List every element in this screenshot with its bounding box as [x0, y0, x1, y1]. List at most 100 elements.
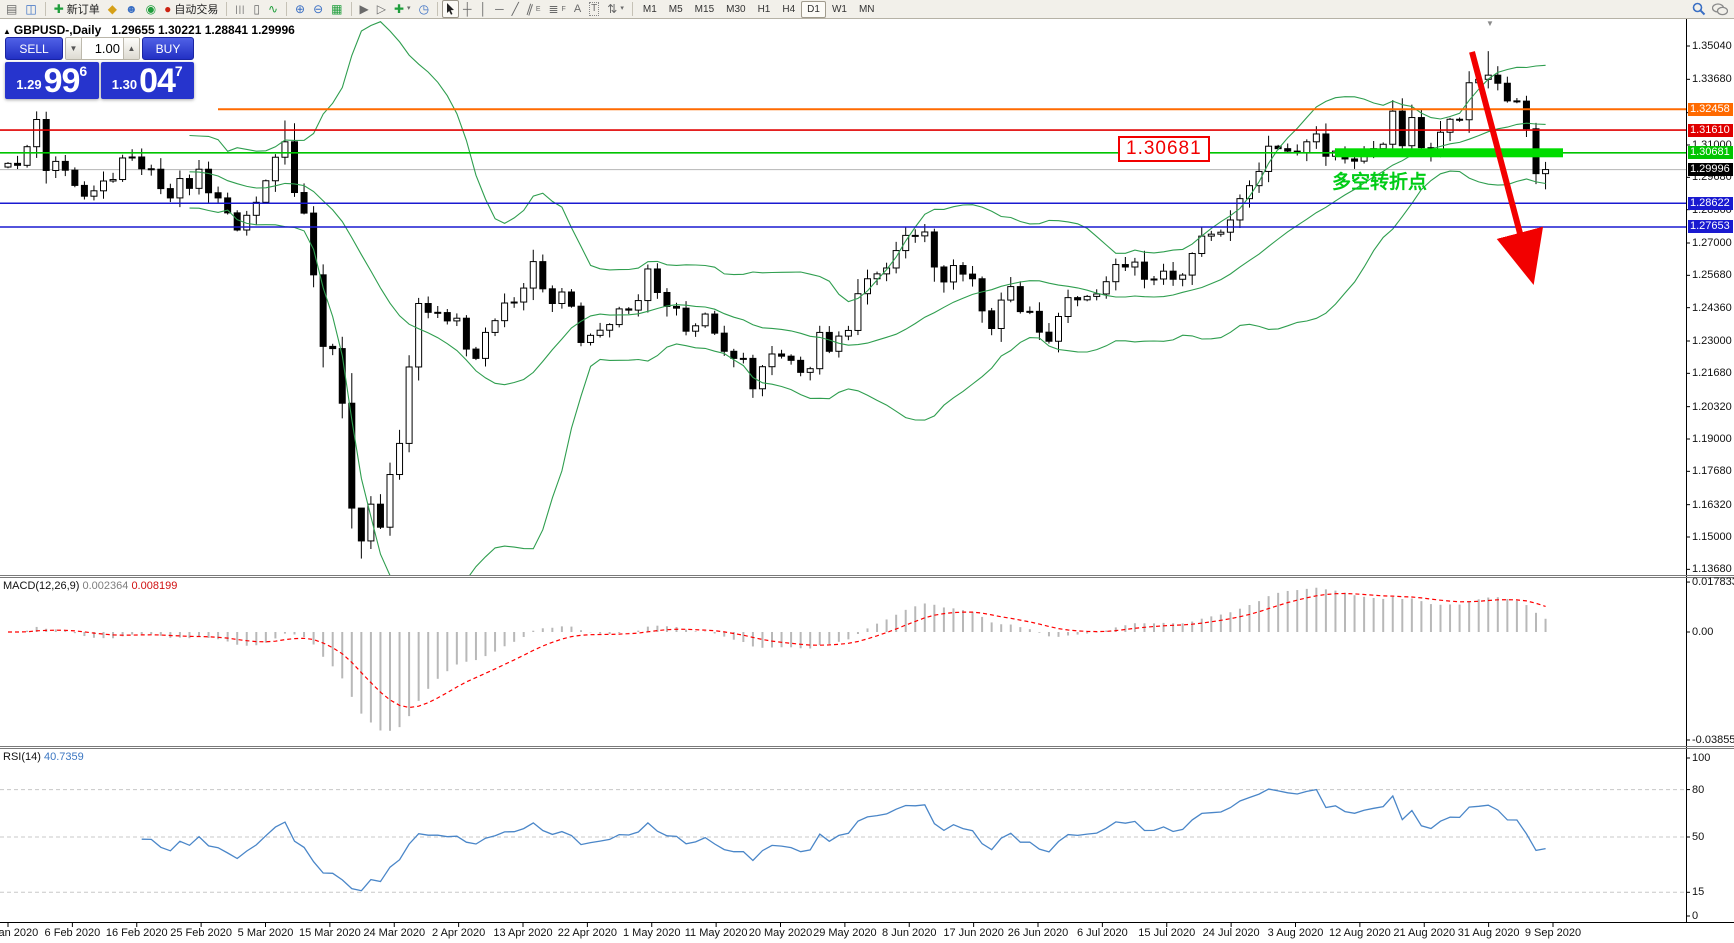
turning-point-note[interactable]: 多空转折点 [1332, 172, 1428, 193]
date-tick-label: 9 Sep 2020 [1524, 927, 1582, 939]
volume-decrease-button[interactable]: ▼ [66, 38, 82, 59]
timeframe-h4[interactable]: H4 [782, 3, 796, 15]
autotrade-button[interactable]: ● 自动交易 [160, 0, 222, 18]
signals-button[interactable]: ◉ [142, 0, 160, 18]
one-click-toggle-icon[interactable]: ▲ [3, 27, 11, 36]
timeframe-mn[interactable]: MN [858, 3, 875, 15]
new-order-label: 新订单 [66, 4, 100, 16]
text-label-icon: T [589, 2, 600, 16]
sell-button[interactable]: SELL [5, 37, 63, 60]
channel-tool-button[interactable]: ∥ E [523, 0, 545, 18]
zoom-out-button[interactable]: ⊖ [309, 0, 327, 18]
terminal-button[interactable]: ▤ [2, 0, 21, 18]
crosshair-tool-button[interactable]: ┼ [459, 0, 476, 18]
tile-windows-icon: ▦ [331, 2, 343, 16]
horizontal-line-icon: ─ [495, 2, 504, 16]
date-tick-label: 24 Mar 2020 [363, 927, 426, 939]
period-button[interactable]: ◷ [415, 0, 433, 18]
chart-shift-marker[interactable]: ▼ [1486, 19, 1494, 28]
price-level-badge: 1.32458 [1688, 102, 1733, 116]
macd-signal-value: 0.008199 [131, 580, 178, 592]
fibonacci-tool-button[interactable]: ≣ F [544, 0, 569, 18]
trendline-tool-button[interactable]: ╱ [508, 0, 523, 18]
arrows-tool-button[interactable]: ⇅ ▾ [603, 0, 628, 18]
chat-icon[interactable] [1712, 2, 1728, 16]
styler-button[interactable]: ◆ [104, 0, 121, 18]
buy-price-panel[interactable]: 1.30 04 7 [100, 62, 194, 99]
profile-button[interactable]: ☻ [121, 0, 142, 18]
cursor-tool-button[interactable] [442, 0, 460, 18]
toolbar-separator [44, 2, 46, 16]
rsi-tick-label: 80 [1692, 783, 1705, 796]
data-window-icon: ◫ [25, 2, 37, 16]
price-tick-label: 1.35040 [1692, 40, 1732, 52]
rsi-tick-label: 15 [1692, 886, 1705, 899]
toolbar-separator [350, 2, 352, 16]
timeframe-h1[interactable]: H1 [757, 3, 771, 15]
timeframe-m1[interactable]: M1 [642, 3, 657, 15]
data-window-button[interactable]: ◫ [21, 0, 40, 18]
date-tick-label: 15 Jul 2020 [1138, 927, 1196, 939]
candlestick-icon: ▯ [253, 2, 260, 16]
sell-price-panel[interactable]: 1.29 99 6 [5, 62, 99, 99]
channel-e-label: E [535, 5, 541, 13]
date-tick-label: 26 Jun 2020 [1007, 927, 1069, 939]
terminal-icon: ▤ [6, 2, 18, 16]
date-tick-label: 28 Jan 2020 [0, 927, 39, 939]
line-chart-icon: ∿ [267, 2, 279, 16]
date-tick-label: 16 Feb 2020 [105, 927, 168, 939]
toolbar-separator [631, 2, 633, 16]
crosshair-icon: ┼ [463, 2, 472, 16]
vline-tool-button[interactable]: │ [476, 0, 492, 18]
new-order-button[interactable]: ✚ 新订单 [50, 0, 104, 18]
macd-tick-label: 0.00 [1692, 626, 1714, 638]
vertical-line-icon: │ [479, 2, 488, 16]
chart-shift-icon: ▷ [376, 2, 386, 16]
candle-chart-button[interactable]: ▯ [249, 0, 264, 18]
timeframe-m15[interactable]: M15 [694, 3, 715, 15]
main-toolbar: ▤ ◫ ✚ 新订单 ◆ ☻ ◉ ● 自动交易 ||| ▯ ∿ ⊕ ⊖ ▦ ▶ ▷… [0, 0, 1734, 19]
timeframe-w1[interactable]: W1 [831, 3, 847, 15]
text-icon: A [573, 3, 582, 15]
label-tool-button[interactable]: T [585, 0, 603, 18]
date-tick-label: 3 Aug 2020 [1267, 927, 1324, 939]
auto-scroll-button[interactable]: ▶ [356, 0, 373, 18]
volume-increase-button[interactable]: ▲ [123, 38, 139, 59]
text-tool-button[interactable]: A [570, 0, 585, 18]
buy-button[interactable]: BUY [142, 37, 194, 60]
volume-input[interactable] [82, 38, 123, 59]
paint-bucket-icon: ◆ [107, 2, 117, 16]
dropdown-arrow-icon: ▾ [620, 5, 624, 12]
date-tick-label: 6 Feb 2020 [44, 927, 101, 939]
fibo-f-label: F [561, 5, 566, 13]
macd-label: MACD(12,26,9) 0.002364 0.008199 [3, 580, 178, 592]
search-icon[interactable] [1692, 2, 1706, 16]
date-tick-label: 17 Jun 2020 [943, 927, 1004, 939]
chart-shift-button[interactable]: ▷ [373, 0, 390, 18]
price-level-badge: 1.27653 [1688, 220, 1733, 234]
rsi-label: RSI(14) 40.7359 [3, 751, 84, 763]
price-tick-label: 1.17680 [1692, 465, 1732, 478]
timeframe-d1[interactable]: D1 [801, 0, 826, 18]
price-tick-label: 1.16320 [1692, 498, 1732, 511]
macd-main-value: 0.002364 [82, 580, 129, 592]
timeframe-m5[interactable]: M5 [668, 3, 683, 15]
sell-price-pip: 6 [79, 63, 88, 79]
tile-windows-button[interactable]: ▦ [327, 0, 346, 18]
line-chart-button[interactable]: ∿ [264, 0, 282, 18]
price-tick-label: 1.24360 [1692, 301, 1732, 314]
chart-canvas[interactable] [0, 19, 1734, 943]
zoom-in-button[interactable]: ⊕ [291, 0, 309, 18]
date-tick-label: 13 Apr 2020 [493, 927, 553, 939]
hline-tool-button[interactable]: ─ [491, 0, 508, 18]
profile-icon: ☻ [124, 2, 138, 16]
add-indicator-button[interactable]: ✚ ▾ [390, 0, 415, 18]
date-tick-label: 20 May 2020 [748, 927, 813, 939]
chart-stage: ▲ GBPUSD-,Daily 1.29655 1.30221 1.28841 1.… [0, 19, 1734, 943]
price-level-note[interactable]: 1.30681 [1118, 136, 1210, 162]
new-order-icon: ✚ [53, 2, 64, 16]
rsi-tick-label: 0 [1692, 910, 1699, 922]
timeframe-m30[interactable]: M30 [726, 3, 746, 15]
bar-chart-button[interactable]: ||| [231, 0, 249, 18]
toolbar-right-group [1692, 2, 1732, 16]
